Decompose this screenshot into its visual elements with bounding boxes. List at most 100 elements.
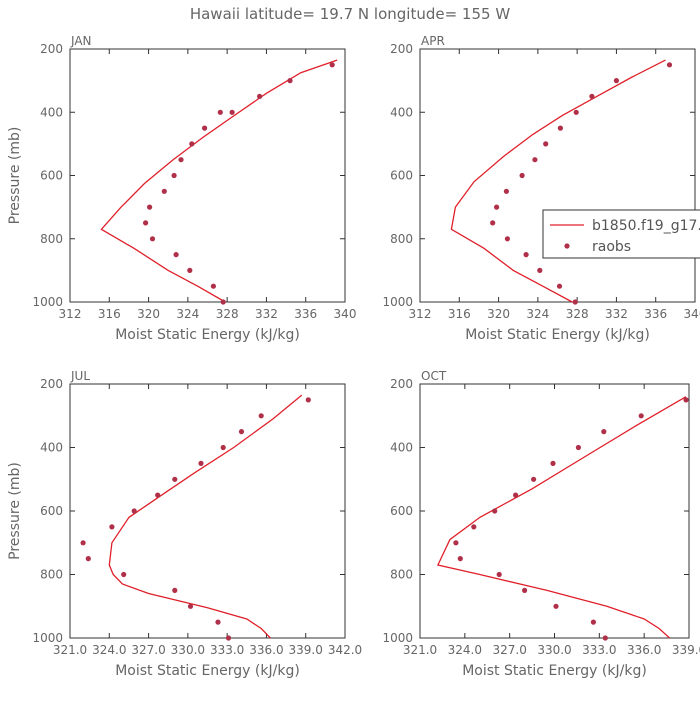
oct-raobs-point — [590, 619, 597, 625]
jul-raobs-point — [238, 429, 245, 435]
jul-raobs-point — [225, 635, 232, 641]
jul-ytick-label: 200 — [40, 377, 63, 391]
jan-raobs-point — [329, 62, 335, 68]
apr-xtick-label: 312 — [409, 307, 432, 321]
apr-raobs-point — [523, 252, 529, 258]
jan-x-axis-label: Moist Static Energy (kJ/kg) — [115, 327, 300, 343]
jan-raobs-point — [171, 172, 177, 179]
oct-xtick-label: 324.0 — [448, 643, 482, 657]
jul-xtick-label: 321.0 — [53, 643, 87, 657]
legend-obs-label: raobs — [592, 239, 631, 255]
oct-ytick-label: 600 — [390, 504, 413, 518]
jan-ytick-label: 200 — [40, 42, 63, 56]
jul-raobs-point — [172, 476, 178, 482]
jan-raobs-point — [161, 188, 167, 194]
jan-xtick-label: 320 — [137, 307, 160, 321]
jan-raobs-point — [220, 299, 226, 305]
panel-apr: APR 312 316 320 324 328 332 336 340 200 400 600 800 1… — [382, 34, 700, 343]
apr-xtick-label: 328 — [566, 307, 589, 321]
apr-raobs-point — [557, 125, 564, 131]
apr-xtick-label: 332 — [605, 307, 628, 321]
oct-plot-frame — [419, 383, 690, 639]
oct-xtick-label: 321.0 — [403, 643, 437, 657]
oct-raobs-point — [683, 397, 689, 403]
apr-raobs-point — [494, 204, 500, 210]
jul-xtick-label: 330.0 — [171, 643, 205, 657]
jan-raobs-point — [149, 236, 156, 242]
jul-xtick-label: 336.0 — [249, 643, 283, 657]
oct-xtick-label: 336.0 — [627, 643, 661, 657]
jul-ytick-label: 1000 — [32, 631, 63, 645]
jul-raobs-point — [155, 492, 161, 498]
apr-raobs-point — [572, 299, 578, 305]
jan-y-axis-label: Pressure (mb) — [7, 127, 23, 225]
jan-xtick-label: 332 — [255, 307, 278, 321]
apr-raobs-point — [490, 220, 496, 226]
jul-raobs-point — [172, 587, 178, 594]
apr-raobs-point — [573, 109, 579, 115]
oct-ytick-label: 800 — [390, 568, 413, 582]
jul-model-line — [108, 394, 303, 639]
jan-raobs-point — [187, 267, 193, 273]
apr-raobs-point — [519, 172, 525, 179]
jan-ytick-label: 1000 — [32, 295, 63, 309]
jul-raobs-point — [80, 540, 86, 546]
apr-xtick-label: 320 — [487, 307, 510, 321]
apr-raobs-point — [537, 267, 543, 273]
jul-raobs-point — [187, 603, 194, 609]
jan-model-line — [100, 59, 338, 303]
apr-raobs-point — [532, 157, 538, 163]
oct-xtick-label: 330.0 — [537, 643, 571, 657]
oct-raobs-point — [553, 603, 559, 609]
oct-raobs-point — [575, 444, 582, 451]
jan-raobs-point — [178, 157, 184, 163]
jan-panel-label: JAN — [70, 34, 92, 48]
apr-plot-frame — [419, 48, 696, 303]
apr-panel-label: APR — [421, 34, 445, 48]
jul-y-axis-label: Pressure (mb) — [7, 462, 23, 560]
oct-xtick-label: 327.0 — [492, 643, 526, 657]
jul-raobs-point — [305, 397, 311, 403]
oct-raobs-point — [601, 429, 607, 435]
apr-x-axis-label: Moist Static Energy (kJ/kg) — [465, 327, 650, 343]
apr-ytick-label: 800 — [390, 232, 413, 246]
apr-xtick-label: 324 — [526, 307, 549, 321]
jan-raobs-point — [143, 220, 149, 226]
jul-xtick-label: 342.0 — [328, 643, 362, 657]
legend: b1850.f19_g17.c raobs — [542, 209, 700, 259]
panel-jan: JAN 312 316 320 324 328 332 336 340 200 400 600 800 1… — [7, 34, 356, 343]
oct-raobs-point — [550, 460, 556, 466]
oct-ytick-label: 200 — [390, 377, 413, 391]
apr-raobs-point — [556, 283, 563, 289]
oct-raobs-point — [531, 476, 537, 482]
jul-panel-label: JUL — [70, 369, 90, 383]
panels: JAN 312 316 320 324 328 332 336 340 200 400 600 800 1… — [7, 34, 700, 679]
jan-plot-frame — [69, 48, 346, 303]
oct-x-axis-label: Moist Static Energy (kJ/kg) — [462, 663, 647, 679]
oct-ytick-label: 400 — [390, 441, 413, 455]
figure-title: Hawaii latitude= 19.7 N longitude= 155 W — [190, 5, 510, 23]
jan-ytick-label: 800 — [40, 232, 63, 246]
oct-raobs-point — [457, 556, 463, 562]
jan-ytick-label: 600 — [40, 169, 63, 183]
jul-raobs-point — [131, 508, 137, 514]
jul-plot-frame — [69, 383, 346, 639]
jan-xtick-label: 316 — [98, 307, 121, 321]
jul-xtick-label: 324.0 — [92, 643, 126, 657]
jan-xtick-label: 340 — [334, 307, 357, 321]
oct-ytick-label: 1000 — [382, 631, 413, 645]
jul-raobs-point — [220, 444, 226, 451]
jul-ytick-label: 600 — [40, 504, 63, 518]
oct-raobs-point — [453, 540, 459, 546]
apr-ytick-label: 600 — [390, 169, 413, 183]
jan-raobs-point — [189, 141, 195, 147]
jan-raobs-point — [210, 283, 216, 289]
apr-raobs-point — [666, 62, 673, 68]
oct-model-line — [436, 396, 687, 639]
jan-raobs-point — [287, 78, 293, 84]
apr-raobs-point — [504, 236, 510, 242]
apr-ytick-label: 400 — [390, 105, 413, 119]
apr-raobs-point — [613, 78, 620, 84]
apr-raobs-point — [503, 188, 509, 194]
apr-ytick-label: 1000 — [382, 295, 413, 309]
